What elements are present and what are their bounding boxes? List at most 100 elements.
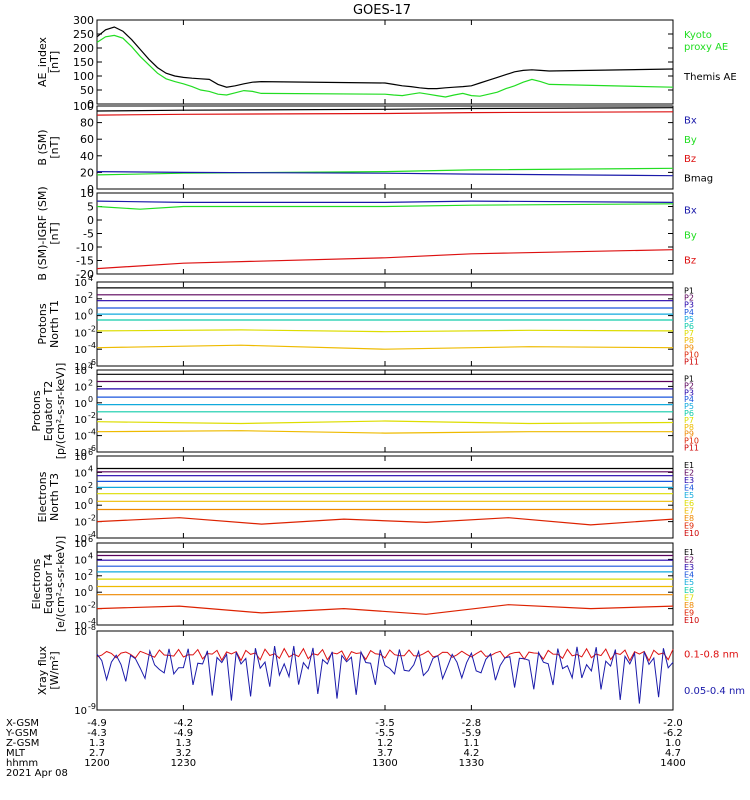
y-tick-exponent: 0 xyxy=(88,395,93,404)
x-row-value: -5.5 xyxy=(375,728,395,739)
legend-entry: P9 xyxy=(684,343,694,352)
x-row-value: 1230 xyxy=(171,758,196,769)
y-tick-label: 10 xyxy=(74,345,87,356)
y-tick-label: 10 xyxy=(74,501,87,512)
legend-entry: E3 xyxy=(684,563,694,572)
x-row-value: -5.9 xyxy=(462,728,482,739)
y-tick-label: 10 xyxy=(74,278,87,289)
series-line xyxy=(96,420,674,425)
x-row-value: -4.9 xyxy=(174,728,194,739)
x-row-value: 4.2 xyxy=(463,748,479,759)
y-tick-exponent: 2 xyxy=(88,481,93,490)
legend-entry: E6 xyxy=(684,586,694,595)
legend-entry: Bz xyxy=(684,154,696,165)
y-axis-label: B (SM)-IGRF (SM) xyxy=(36,186,49,280)
x-row-value: -2.8 xyxy=(462,718,482,729)
y-tick-label: 10 xyxy=(74,539,87,550)
series-line xyxy=(96,647,674,662)
legend-entry: P4 xyxy=(684,308,694,317)
legend-entry: P5 xyxy=(684,402,694,411)
y-tick-label: 60 xyxy=(80,133,94,146)
x-row-label: Z-GSM xyxy=(6,738,39,749)
x-row-value: 1.3 xyxy=(89,738,105,749)
y-axis-label: B (SM) xyxy=(36,129,49,165)
y-tick-exponent: 2 xyxy=(88,291,93,300)
x-row-value: 3.7 xyxy=(377,748,393,759)
y-tick-label: 10 xyxy=(74,452,87,463)
legend-entry: E4 xyxy=(684,484,694,493)
series-line xyxy=(96,200,674,203)
legend-entry: P1 xyxy=(684,374,694,383)
y-tick-label: 10 xyxy=(74,572,87,583)
y-tick-exponent: 0 xyxy=(88,584,93,593)
legend-entry: P7 xyxy=(684,329,694,338)
y-tick-exponent: -4 xyxy=(88,530,96,539)
y-tick-label: 10 xyxy=(74,621,87,632)
legend-entry: P2 xyxy=(684,381,694,390)
panel-frame xyxy=(96,105,674,190)
legend-entry: E7 xyxy=(684,506,694,515)
x-row-value: -4.3 xyxy=(87,728,107,739)
legend-entry: P8 xyxy=(684,336,694,345)
x-row-value: 1.0 xyxy=(665,738,681,749)
x-row-value: 1.2 xyxy=(377,738,393,749)
y-tick-label: 0 xyxy=(87,214,94,227)
y-tick-label: 10 xyxy=(74,399,87,410)
x-row-value: -6.2 xyxy=(663,728,683,739)
y-tick-label: 40 xyxy=(80,150,94,163)
y-tick-exponent: -2 xyxy=(88,514,96,523)
y-tick-label: 10 xyxy=(80,187,94,200)
y-tick-label: 10 xyxy=(74,588,87,599)
series-line xyxy=(96,111,674,116)
y-tick-label: 10 xyxy=(74,555,87,566)
y-tick-label: 50 xyxy=(80,84,94,97)
y-axis-label: [e/(cm²-s-sr-keV)] xyxy=(54,536,67,632)
y-tick-exponent: 0 xyxy=(88,497,93,506)
plot-title: GOES-17 xyxy=(353,3,411,18)
y-tick-label: 5 xyxy=(87,201,94,214)
legend-entry: E2 xyxy=(684,468,694,477)
y-axis-label: Protons xyxy=(30,390,43,431)
y-axis-label: [p/(cm²-s-sr-keV)] xyxy=(54,363,67,460)
y-tick-exponent: 4 xyxy=(88,362,93,371)
y-axis-label: Equator T2 xyxy=(42,381,55,441)
series-line xyxy=(96,604,674,615)
y-tick-label: -20 xyxy=(76,268,94,281)
legend-entry: Kyoto xyxy=(684,30,712,41)
y-axis-label: North T3 xyxy=(48,473,61,521)
series-line xyxy=(96,249,674,270)
legend-entry: By xyxy=(684,135,697,146)
legend-entry: P6 xyxy=(684,322,694,331)
series-line xyxy=(96,107,674,112)
y-tick-exponent: 0 xyxy=(88,308,93,317)
panel-2: 0 20 40 60 80 100 B (SM) [nT] Bx By Bz Bmag xyxy=(36,100,713,196)
legend-entry: proxy AE xyxy=(684,42,728,53)
y-tick-exponent: -2 xyxy=(88,601,96,610)
date-label: 2021 Apr 08 xyxy=(6,768,68,779)
legend-entry: Bz xyxy=(684,256,696,267)
legend-entry: Bmag xyxy=(684,173,713,184)
x-row-label: MLT xyxy=(6,748,26,759)
legend-entry: P11 xyxy=(684,357,699,366)
x-row-value: -2.0 xyxy=(663,718,683,729)
legend-entry: E5 xyxy=(684,491,694,500)
x-row-value: -4.2 xyxy=(174,718,194,729)
x-row-value: 2.7 xyxy=(89,748,105,759)
series-line xyxy=(96,344,674,350)
y-tick-exponent: 4 xyxy=(88,464,93,473)
panel-frame xyxy=(96,19,674,105)
y-tick-label: -10 xyxy=(76,241,94,254)
panel-frame xyxy=(96,369,674,453)
y-tick-label: 10 xyxy=(74,706,87,717)
y-tick-label: 10 xyxy=(74,518,87,529)
y-tick-exponent: 4 xyxy=(88,551,93,560)
series-line xyxy=(96,26,674,90)
y-tick-exponent: -2 xyxy=(88,324,96,333)
series-line xyxy=(96,517,674,526)
y-axis-label: Equator T4 xyxy=(42,554,55,614)
